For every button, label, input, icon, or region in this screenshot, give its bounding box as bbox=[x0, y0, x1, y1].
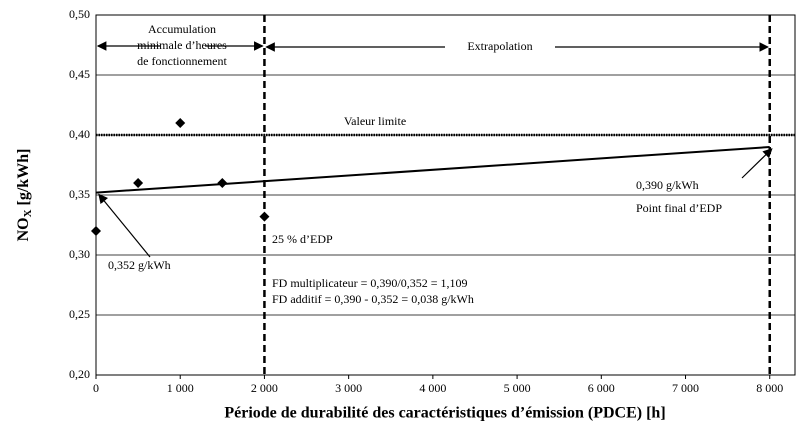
x-tick-label: 7 000 bbox=[672, 381, 699, 395]
x-tick-label: 5 000 bbox=[504, 381, 531, 395]
y-tick-label: 0,40 bbox=[69, 127, 90, 141]
fd-add-label: FD additif = 0,390 - 0,352 = 0,038 g/kWh bbox=[272, 292, 474, 306]
plot-frame bbox=[95, 14, 796, 376]
y-tick-label: 0,25 bbox=[69, 307, 90, 321]
arrow bbox=[741, 148, 773, 179]
x-tick-label: 2 000 bbox=[251, 381, 278, 395]
y-tick-label: 0,20 bbox=[69, 367, 90, 381]
x-tick-label: 3 000 bbox=[335, 381, 362, 395]
quarter-label: 25 % d’EDP bbox=[272, 232, 333, 246]
trend-line bbox=[95, 146, 770, 194]
data-point bbox=[91, 226, 101, 236]
x-tick-label: 0 bbox=[93, 381, 99, 395]
data-point bbox=[175, 118, 186, 128]
end-value-label: 0,390 g/kWh bbox=[636, 178, 699, 192]
accumulation-label: de fonctionnement bbox=[137, 54, 227, 68]
fd-mult-label: FD multiplicateur = 0,390/0,352 = 1,109 bbox=[272, 276, 468, 290]
x-tick-label: 6 000 bbox=[588, 381, 615, 395]
arrow bbox=[98, 193, 151, 258]
x-tick-label: 1 000 bbox=[167, 381, 194, 395]
x-axis-title: Période de durabilité des caractéristiqu… bbox=[224, 405, 665, 422]
accumulation-label: Accumulation bbox=[148, 22, 216, 36]
y-axis-title: NOX[g/kWh] bbox=[15, 149, 34, 242]
y-tick-label: 0,30 bbox=[69, 247, 90, 261]
x-tick-label: 8 000 bbox=[756, 381, 783, 395]
data-point bbox=[259, 211, 270, 222]
start-value-label: 0,352 g/kWh bbox=[108, 258, 171, 272]
limit-label: Valeur limite bbox=[344, 114, 406, 128]
end-label: Point final d’EDP bbox=[636, 201, 722, 215]
data-point bbox=[133, 178, 144, 188]
y-tick-label: 0,35 bbox=[69, 187, 90, 201]
data-point bbox=[217, 178, 228, 188]
y-tick-label: 0,50 bbox=[69, 7, 90, 21]
extrapolation-label: Extrapolation bbox=[467, 39, 532, 53]
y-tick-label: 0,45 bbox=[69, 67, 90, 81]
x-tick-label: 4 000 bbox=[419, 381, 446, 395]
accumulation-label: minimale d’heures bbox=[137, 38, 227, 52]
